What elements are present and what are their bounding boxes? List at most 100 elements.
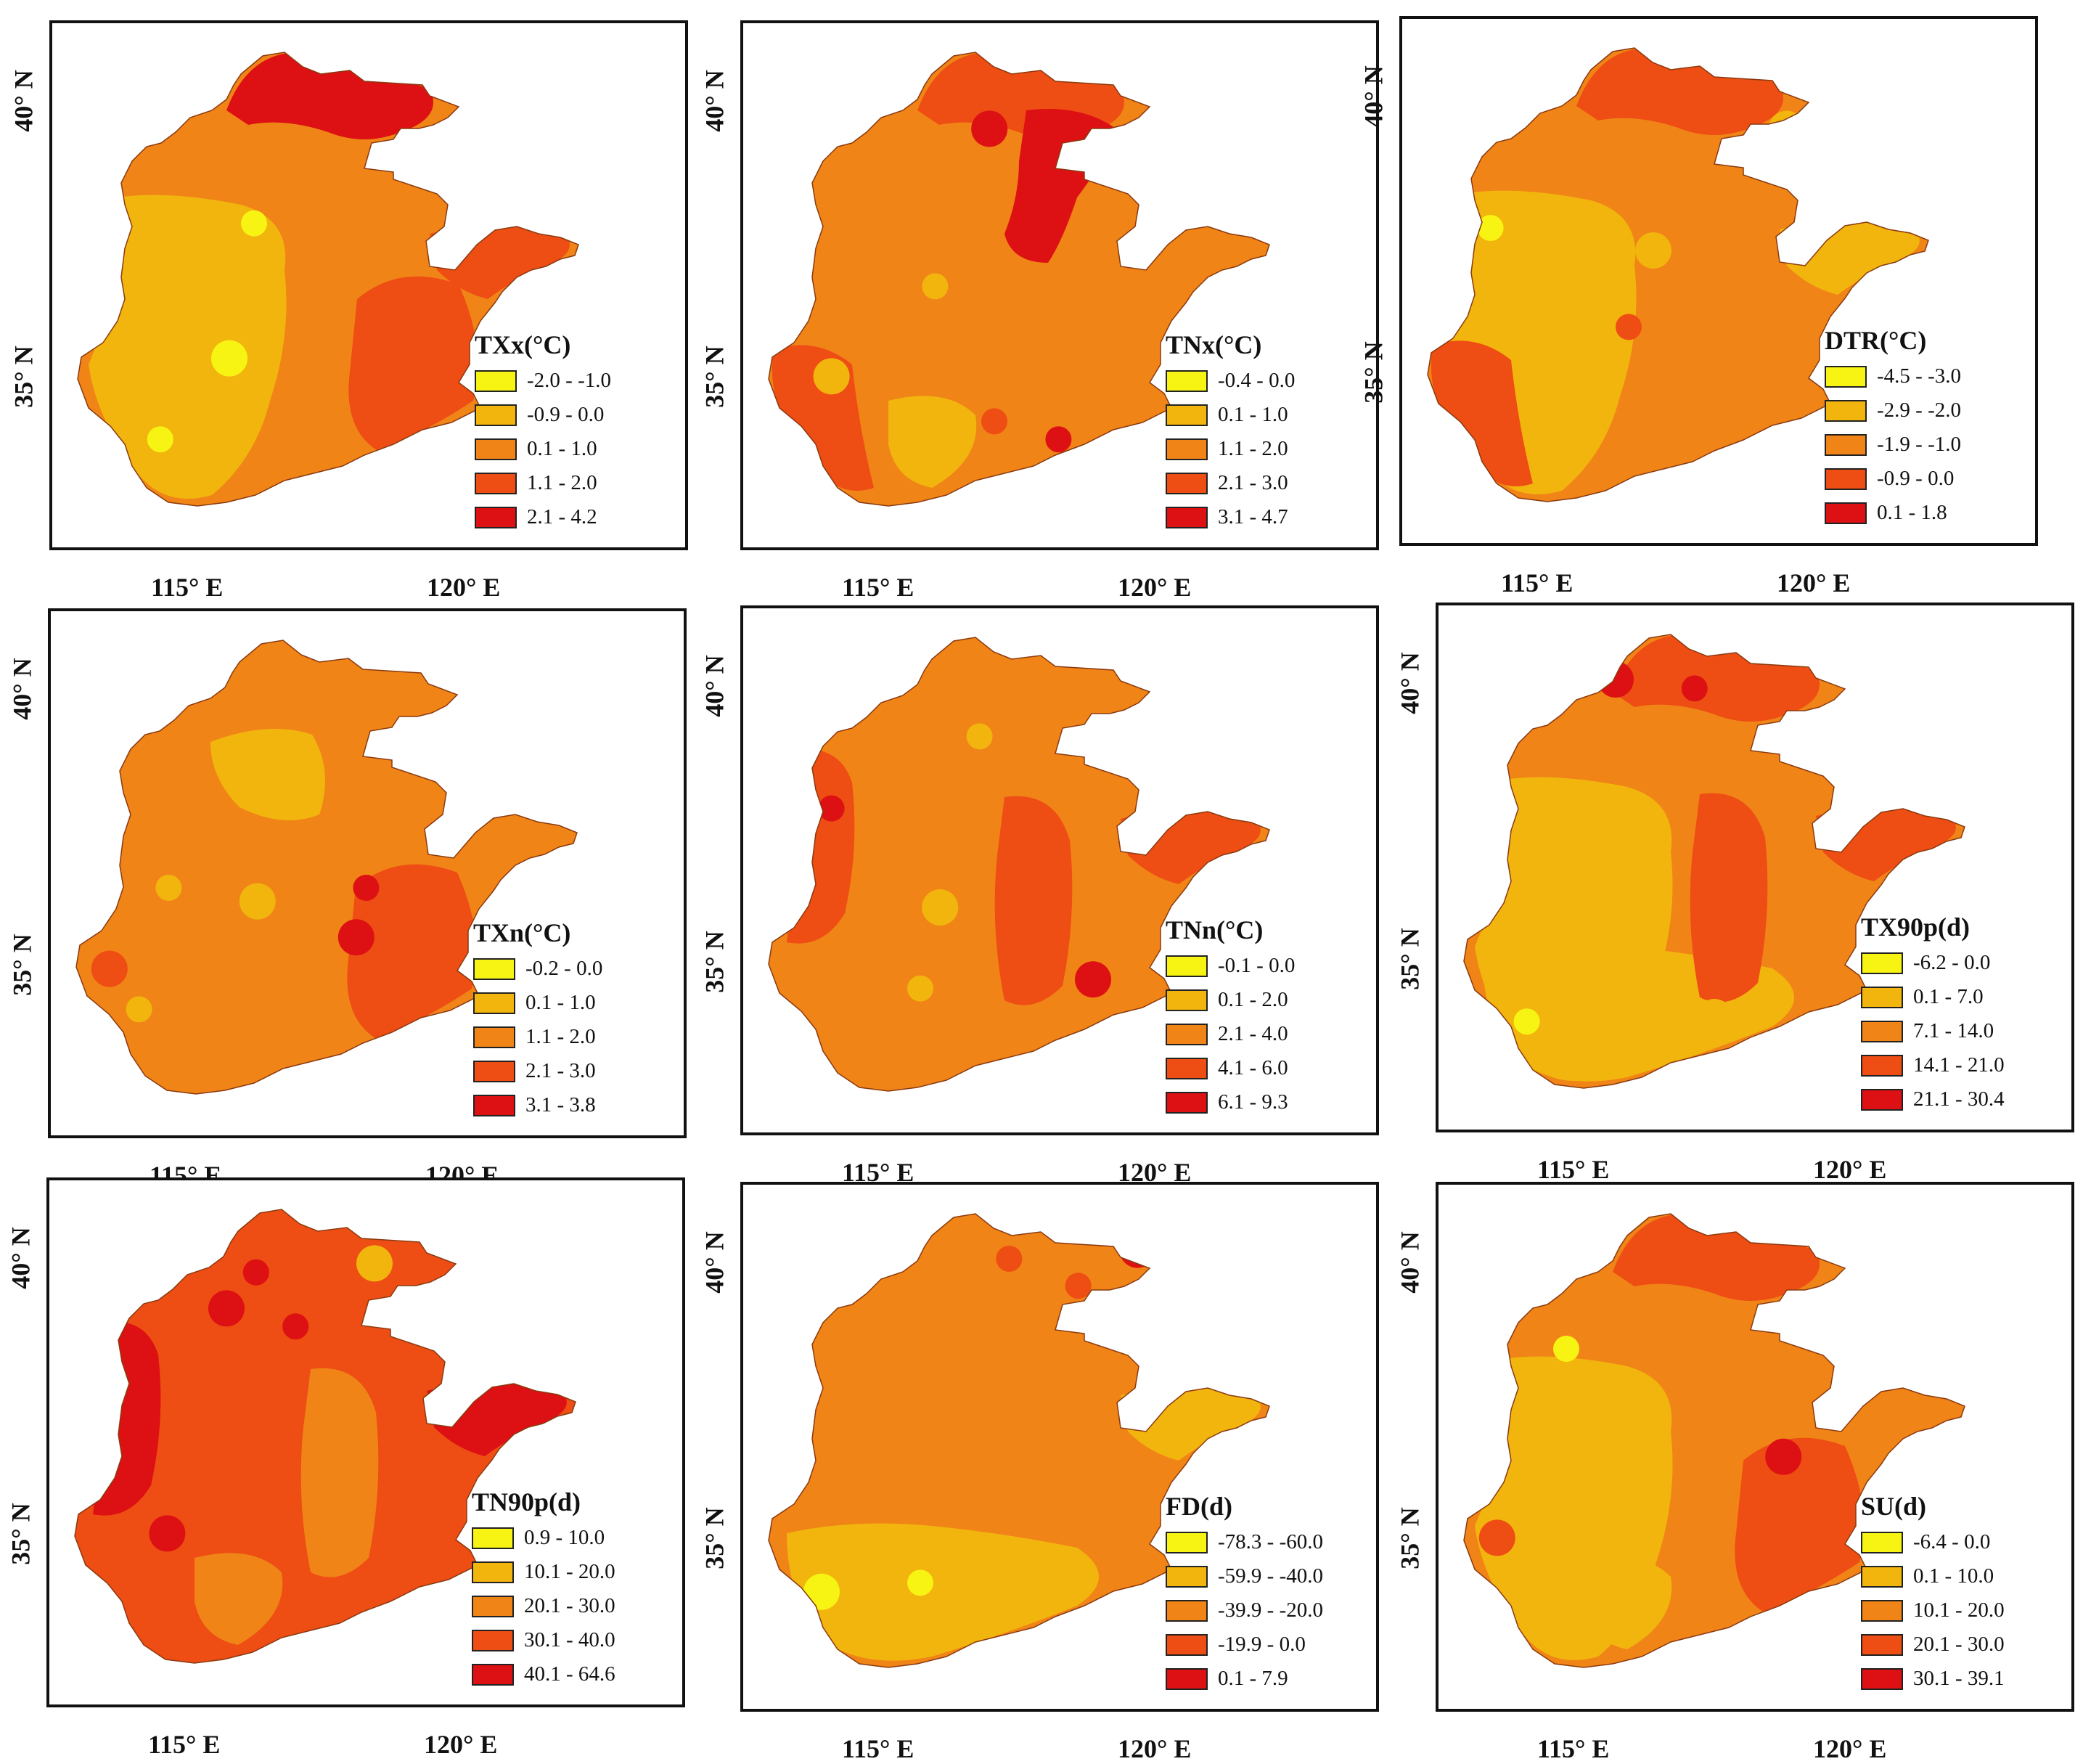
legend-entry: -0.9 - 0.0 — [1825, 462, 2006, 496]
legend-swatch — [475, 472, 517, 494]
legend-title: TXx(°C) — [475, 330, 571, 359]
region-outline — [1463, 634, 1965, 1089]
x-tick-label: 120° E — [424, 1730, 498, 1759]
value-zone — [1613, 634, 1820, 722]
legend: TXx(°C) -2.0 - -1.0 -0.9 - 0.0 0.1 - 1.0 1.1… — [475, 332, 656, 534]
legend-swatch — [1861, 1565, 1903, 1588]
legend-swatch — [1166, 1565, 1208, 1588]
legend-swatch — [1825, 502, 1867, 524]
legend-label: -39.9 - -20.0 — [1218, 1598, 1323, 1622]
legend-entry: 20.1 - 30.0 — [472, 1589, 653, 1623]
legend-label: -6.2 - 0.0 — [1913, 951, 1991, 974]
legend-label: 7.1 - 14.0 — [1913, 1019, 1994, 1042]
legend-entry: 2.1 - 4.2 — [475, 500, 656, 534]
x-tick-label: 120° E — [1813, 1155, 1887, 1184]
value-hotspot — [353, 875, 380, 901]
x-tick-label: 115° E — [1537, 1155, 1610, 1184]
value-hotspot — [147, 426, 173, 453]
value-hotspot — [818, 795, 845, 822]
y-tick-label: 40° N — [9, 70, 38, 132]
value-hotspot — [1477, 215, 1504, 241]
y-tick-label: 40° N — [1359, 65, 1388, 128]
value-hotspot — [1839, 1358, 1866, 1384]
y-tick-label: 35° N — [9, 346, 38, 408]
legend-label: 30.1 - 39.1 — [1913, 1667, 2005, 1690]
value-zone — [210, 729, 325, 820]
legend-entry: 0.1 - 1.0 — [475, 432, 656, 466]
value-zone — [994, 796, 1073, 1005]
legend-label: 2.1 - 4.2 — [527, 505, 597, 528]
legend-swatch — [472, 1527, 514, 1549]
legend-label: 1.1 - 2.0 — [1218, 437, 1288, 460]
legend-label: 10.1 - 20.0 — [524, 1560, 615, 1583]
value-hotspot — [155, 875, 182, 901]
legend-swatch — [475, 506, 517, 528]
region-map — [1463, 634, 1965, 1089]
legend-label: -0.4 - 0.0 — [1218, 369, 1296, 392]
value-zone — [348, 276, 478, 452]
map-panel: DTR(°C) -4.5 - -3.0 -2.9 - -2.0 -1.9 - -1.0… — [1399, 16, 2038, 546]
legend-entry: 1.1 - 2.0 — [473, 1020, 655, 1054]
value-hotspot — [239, 883, 276, 920]
legend-swatch — [472, 1663, 514, 1686]
legend-label: 20.1 - 30.0 — [1913, 1633, 2005, 1656]
legend-label: 2.1 - 3.0 — [1218, 471, 1288, 494]
y-tick-label: 40° N — [700, 1231, 729, 1294]
legend-entry: 1.1 - 2.0 — [1166, 432, 1347, 466]
value-hotspot — [91, 950, 128, 987]
legend-entry: 21.1 - 30.4 — [1861, 1082, 2042, 1116]
legend: TN90p(d) 0.9 - 10.0 10.1 - 20.0 20.1 - 30.0… — [472, 1489, 653, 1691]
legend-entry: -78.3 - -60.0 — [1166, 1525, 1347, 1559]
region-map — [768, 1213, 1270, 1668]
x-tick-label: 115° E — [842, 1734, 914, 1763]
value-hotspot — [922, 273, 949, 300]
legend-swatch — [1861, 952, 1903, 974]
value-hotspot — [1681, 675, 1708, 702]
value-zone — [1584, 1557, 1672, 1649]
legend-entry: -0.1 - 0.0 — [1166, 949, 1347, 983]
value-hotspot — [1065, 1273, 1092, 1299]
y-tick-label: 40° N — [1395, 652, 1425, 714]
legend-swatch — [1861, 1599, 1903, 1622]
region-map — [1427, 47, 1929, 502]
map-panel: TNx(°C) -0.4 - 0.0 0.1 - 1.0 1.1 - 2.0 2.1 -… — [740, 20, 1379, 550]
legend-swatch — [1166, 955, 1208, 977]
value-hotspot — [1119, 1231, 1156, 1268]
legend-entry: -0.2 - 0.0 — [473, 952, 655, 986]
legend-label: 0.1 - 1.0 — [527, 437, 597, 460]
legend-entry: 6.1 - 9.3 — [1166, 1085, 1347, 1119]
legend: TNx(°C) -0.4 - 0.0 0.1 - 1.0 1.1 - 2.0 2.1 -… — [1166, 332, 1347, 534]
map-panel: TNn(°C) -0.1 - 0.0 0.1 - 2.0 2.1 - 4.0 4.1 -… — [740, 605, 1379, 1135]
value-zone — [226, 52, 433, 139]
value-hotspot — [1635, 232, 1671, 269]
legend-label: 6.1 - 9.3 — [1218, 1090, 1288, 1114]
legend-label: 0.1 - 1.0 — [1218, 403, 1288, 426]
legend-label: 10.1 - 20.0 — [1913, 1598, 2005, 1622]
value-hotspot — [282, 1313, 309, 1340]
region-base-fill — [769, 52, 1269, 506]
legend-label: -1.9 - -1.0 — [1877, 433, 1961, 456]
legend-swatch — [1166, 506, 1208, 528]
legend-label: 0.1 - 1.8 — [1877, 501, 1947, 524]
region-map — [74, 1209, 576, 1664]
x-tick-label: 120° E — [1813, 1734, 1887, 1763]
value-hotspot — [907, 975, 933, 1002]
legend-entry: -2.0 - -1.0 — [475, 364, 656, 398]
map-panel: TX90p(d) -6.2 - 0.0 0.1 - 7.0 7.1 - 14.0 14.… — [1436, 603, 2074, 1132]
value-hotspot — [149, 1515, 186, 1552]
region-outline — [1427, 47, 1929, 502]
legend-swatch — [473, 1060, 515, 1082]
legend-label: 0.1 - 1.0 — [525, 991, 596, 1014]
value-hotspot — [1045, 426, 1072, 453]
y-tick-label: 40° N — [6, 1227, 36, 1289]
value-hotspot — [971, 110, 1008, 147]
value-hotspot — [211, 340, 247, 377]
legend-swatch — [1861, 986, 1903, 1008]
legend-swatch — [1166, 1531, 1208, 1553]
legend-entry: 20.1 - 30.0 — [1861, 1628, 2042, 1662]
legend-label: -4.5 - -3.0 — [1877, 364, 1961, 388]
value-hotspot — [1714, 89, 1740, 115]
y-tick-label: 35° N — [1359, 341, 1388, 404]
value-hotspot — [280, 147, 317, 183]
value-hotspot — [337, 919, 375, 956]
